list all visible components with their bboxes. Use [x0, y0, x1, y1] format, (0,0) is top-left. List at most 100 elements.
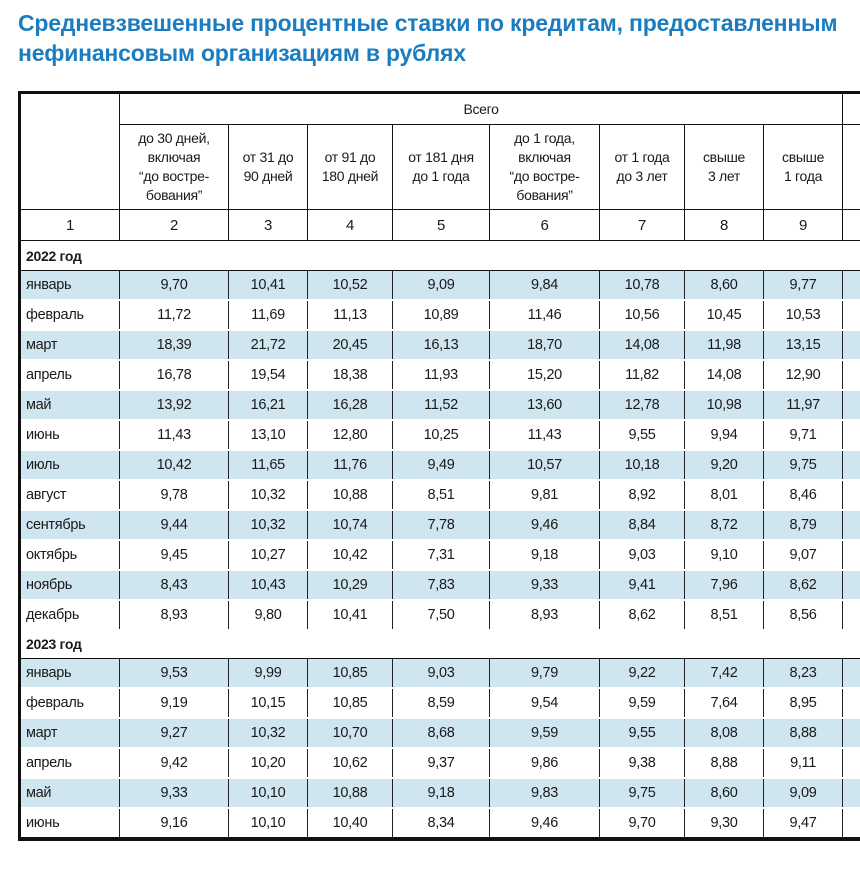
value-cell: 10,45: [684, 300, 764, 331]
value-cell: 10,18: [599, 450, 685, 481]
value-cell: 10,40: [307, 808, 393, 839]
table-row: январь 9,70 10,41 10,52 9,09 9,84 10,78 8,60 9,7…: [19, 270, 860, 301]
value-cell: 9,75: [599, 778, 685, 809]
value-cell: 7,42: [684, 658, 764, 689]
cut-off-cell: [842, 570, 860, 601]
value-cell: 9,11: [763, 748, 844, 779]
value-cell: 14,08: [599, 330, 685, 361]
value-cell: 8,43: [119, 570, 229, 601]
value-cell: 11,72: [119, 300, 229, 331]
value-cell: 8,88: [763, 718, 844, 749]
value-cell: 9,86: [489, 748, 600, 779]
value-cell: 8,46: [763, 480, 844, 511]
value-cell: 15,20: [489, 360, 600, 391]
table-row: февраль 11,72 11,69 11,13 10,89 11,46 10,56 10,…: [19, 300, 860, 331]
cut-off-cell: [842, 658, 860, 689]
value-cell: 9,54: [489, 688, 600, 719]
value-cell: 10,10: [228, 778, 308, 809]
value-cell: 10,42: [119, 450, 229, 481]
value-cell: 10,70: [307, 718, 393, 749]
value-cell: 8,51: [684, 600, 764, 629]
value-cell: 9,33: [119, 778, 229, 809]
month-cell: июнь: [19, 808, 120, 839]
value-cell: 12,80: [307, 420, 393, 451]
cut-off-cell: [842, 480, 860, 511]
month-cell: июль: [19, 450, 120, 481]
rates-table-container: Всего до 30 дней, включая “до востре- бо…: [18, 91, 860, 841]
value-cell: 10,32: [228, 510, 308, 541]
month-cell: апрель: [19, 748, 120, 779]
value-cell: 10,89: [392, 300, 490, 331]
month-cell: январь: [19, 270, 120, 301]
table-row: август 9,78 10,32 10,88 8,51 9,81 8,92 8,01 8,46: [19, 480, 860, 511]
value-cell: 10,57: [489, 450, 600, 481]
cut-off-cell: [842, 390, 860, 421]
value-cell: 10,74: [307, 510, 393, 541]
value-cell: 10,41: [307, 600, 393, 629]
month-cell: март: [19, 330, 120, 361]
value-cell: 7,83: [392, 570, 490, 601]
table-row: апрель 9,42 10,20 10,62 9,37 9,86 9,38 8,88 9,11: [19, 748, 860, 779]
value-cell: 8,08: [684, 718, 764, 749]
value-cell: 11,13: [307, 300, 393, 331]
value-cell: 9,37: [392, 748, 490, 779]
value-cell: 11,43: [119, 420, 229, 451]
value-cell: 12,90: [763, 360, 844, 391]
column-number: 8: [684, 209, 764, 241]
value-cell: 13,15: [763, 330, 844, 361]
value-cell: 9,16: [119, 808, 229, 839]
cut-off-cell: [842, 330, 860, 361]
value-cell: 11,46: [489, 300, 600, 331]
table-row: сентябрь 9,44 10,32 10,74 7,78 9,46 8,84 8,72 8,…: [19, 510, 860, 541]
value-cell: 8,01: [684, 480, 764, 511]
month-cell: февраль: [19, 688, 120, 719]
value-cell: 16,21: [228, 390, 308, 421]
value-cell: 10,62: [307, 748, 393, 779]
value-cell: 10,56: [599, 300, 685, 331]
group-header-total: Всего: [119, 92, 844, 125]
value-cell: 7,78: [392, 510, 490, 541]
value-cell: 9,41: [599, 570, 685, 601]
column-number: 3: [228, 209, 308, 241]
value-cell: 9,94: [684, 420, 764, 451]
month-cell: март: [19, 718, 120, 749]
value-cell: 8,60: [684, 778, 764, 809]
cut-off-cell: [842, 718, 860, 749]
value-cell: 8,23: [763, 658, 844, 689]
value-cell: 9,47: [763, 808, 844, 839]
year-label: 2023 год: [19, 629, 860, 659]
header-blank-cell: [19, 92, 120, 210]
value-cell: 8,72: [684, 510, 764, 541]
value-cell: 10,25: [392, 420, 490, 451]
value-cell: 10,20: [228, 748, 308, 779]
value-cell: 10,27: [228, 540, 308, 571]
cut-off-cell: [842, 540, 860, 571]
column-number-cut-off: [842, 209, 860, 241]
year-label: 2022 год: [19, 240, 860, 271]
table-row: декабрь 8,93 9,80 10,41 7,50 8,93 8,62 8,51 8,56: [19, 600, 860, 629]
value-cell: 9,46: [489, 510, 600, 541]
value-cell: 11,98: [684, 330, 764, 361]
value-cell: 7,64: [684, 688, 764, 719]
value-cell: 8,60: [684, 270, 764, 301]
value-cell: 10,43: [228, 570, 308, 601]
value-cell: 9,81: [489, 480, 600, 511]
column-header-cut-off: [842, 124, 860, 210]
value-cell: 8,62: [599, 600, 685, 629]
value-cell: 16,13: [392, 330, 490, 361]
value-cell: 10,42: [307, 540, 393, 571]
value-cell: 9,19: [119, 688, 229, 719]
value-cell: 13,10: [228, 420, 308, 451]
header-row-columns: до 30 дней, включая “до востре- бования”…: [20, 124, 860, 210]
value-cell: 10,88: [307, 480, 393, 511]
value-cell: 11,97: [763, 390, 844, 421]
column-number: 6: [489, 209, 600, 241]
value-cell: 11,93: [392, 360, 490, 391]
value-cell: 10,32: [228, 718, 308, 749]
value-cell: 11,65: [228, 450, 308, 481]
rates-table: Всего до 30 дней, включая “до востре- бо…: [18, 91, 860, 841]
column-header-6: до 1 года, включая “до востре- бования”: [489, 124, 600, 210]
value-cell: 9,78: [119, 480, 229, 511]
value-cell: 10,85: [307, 658, 393, 689]
